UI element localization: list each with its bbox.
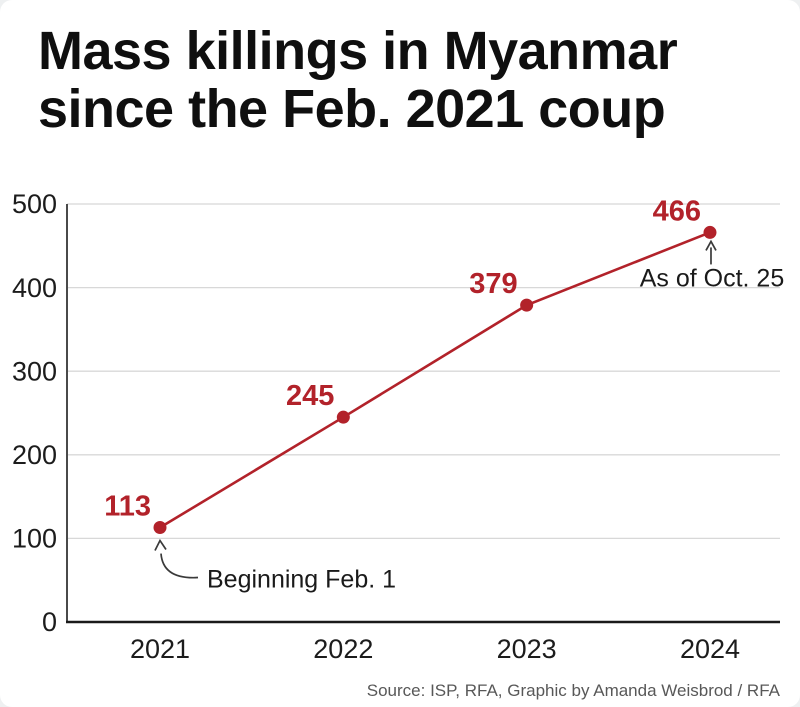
data-point bbox=[520, 298, 534, 312]
x-tick-label: 2022 bbox=[313, 634, 373, 664]
y-tick-label: 0 bbox=[42, 607, 57, 637]
y-tick-label: 300 bbox=[12, 356, 57, 386]
data-line bbox=[159, 231, 711, 529]
y-tick-label: 100 bbox=[12, 524, 57, 554]
chart-title-line-2: since the Feb. 2021 coup bbox=[38, 79, 666, 139]
value-label: 113 bbox=[104, 491, 151, 523]
annotation-label: As of Oct. 25 bbox=[640, 264, 785, 292]
annotation-arrowhead bbox=[154, 538, 167, 551]
y-tick-label: 400 bbox=[12, 273, 57, 303]
annotation-arrow-curve bbox=[160, 553, 199, 579]
source-credit: Source: ISP, RFA, Graphic by Amanda Weis… bbox=[366, 681, 780, 700]
y-tick-label: 200 bbox=[12, 440, 57, 470]
value-label: 245 bbox=[286, 380, 334, 412]
data-point bbox=[153, 521, 167, 535]
x-tick-label: 2021 bbox=[130, 634, 190, 664]
chart-title-line-1: Mass killings in Myanmar bbox=[38, 21, 678, 81]
value-label: 466 bbox=[653, 195, 701, 227]
chart-title: Mass killings in Myanmar since the Feb. 2… bbox=[38, 21, 678, 139]
value-label: 379 bbox=[469, 268, 517, 300]
annotation-arrowhead bbox=[705, 239, 717, 251]
x-tick-label: 2024 bbox=[680, 634, 740, 664]
annotation-label: Beginning Feb. 1 bbox=[207, 566, 396, 594]
y-tick-label: 500 bbox=[12, 189, 57, 219]
data-point bbox=[703, 225, 717, 239]
x-tick-label: 2023 bbox=[497, 634, 557, 664]
data-point bbox=[336, 410, 350, 424]
